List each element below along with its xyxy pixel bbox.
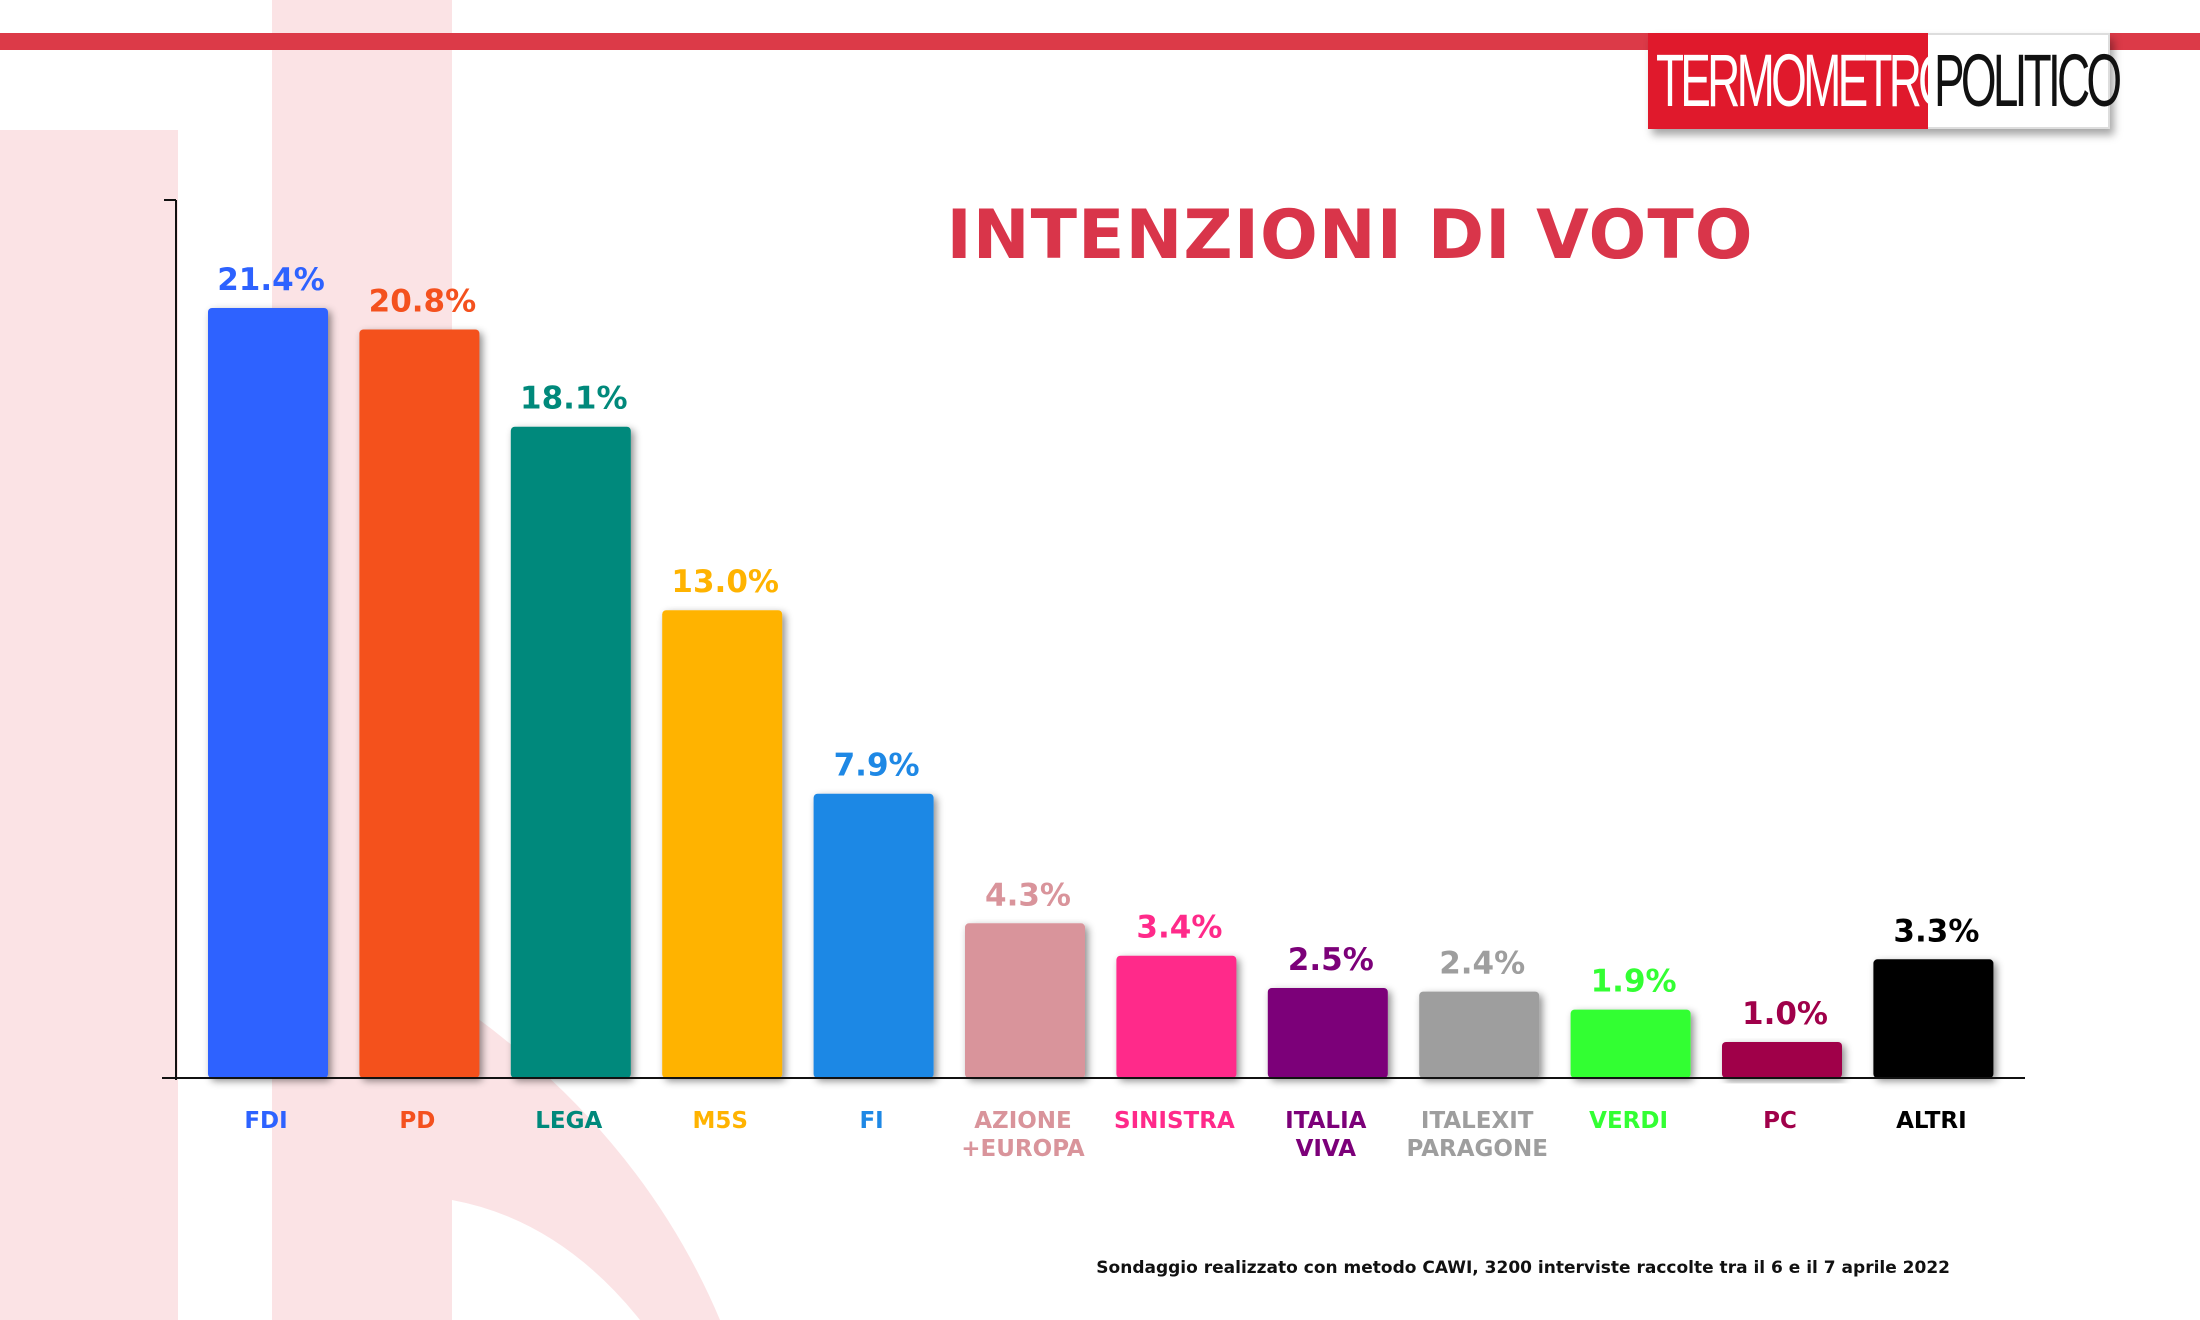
category-label: PARAGONE: [1406, 1136, 1547, 1162]
logo-part-2: POLITICO: [1928, 33, 2122, 129]
bar-fdi: [208, 308, 328, 1078]
value-label: 1.0%: [1742, 996, 1828, 1032]
category-label: PD: [399, 1108, 435, 1134]
value-label: 13.0%: [671, 564, 779, 600]
bar-azione-europa: [965, 923, 1085, 1078]
category-label: ALTRI: [1896, 1108, 1967, 1134]
value-label: 3.3%: [1893, 913, 1979, 949]
category-label: PC: [1763, 1108, 1797, 1134]
category-label: ITALEXIT: [1421, 1108, 1534, 1134]
bar-italia-viva: [1267, 988, 1388, 1078]
bar-pc: [1722, 1042, 1842, 1078]
category-label: VERDI: [1589, 1108, 1668, 1134]
bar-sinistra: [1116, 955, 1237, 1078]
value-label: 18.1%: [520, 381, 628, 417]
category-label: AZIONE: [974, 1108, 1072, 1134]
value-label: 3.4%: [1136, 910, 1222, 946]
bar-verdi: [1570, 1009, 1691, 1078]
category-label: FI: [859, 1108, 883, 1134]
termometro-politico-logo[interactable]: TERMOMETRO POLITICO: [1648, 33, 2122, 129]
bar-m5s: [662, 610, 783, 1078]
category-label: VIVA: [1296, 1136, 1357, 1162]
category-label: FDI: [244, 1108, 287, 1134]
category-label: SINISTRA: [1114, 1108, 1235, 1134]
bar-altri: [1873, 959, 1994, 1078]
chart-title: INTENZIONI DI VOTO: [946, 196, 1754, 275]
category-label: LEGA: [535, 1108, 602, 1134]
logo-part-1: TERMOMETRO: [1648, 33, 1954, 129]
category-label: M5S: [692, 1108, 747, 1134]
value-label: 20.8%: [369, 284, 477, 320]
category-label: +EUROPA: [961, 1136, 1085, 1162]
bar-italexit-paragone: [1419, 991, 1540, 1078]
survey-footnote: Sondaggio realizzato con metodo CAWI, 32…: [1096, 1258, 1950, 1278]
value-label: 4.3%: [985, 877, 1071, 913]
value-label: 2.5%: [1288, 942, 1374, 978]
value-label: 2.4%: [1439, 946, 1525, 982]
bar-lega: [510, 426, 631, 1078]
bar-fi: [813, 793, 934, 1078]
value-label: 1.9%: [1591, 964, 1677, 1000]
category-label: ITALIA: [1285, 1108, 1366, 1134]
bar-pd: [359, 329, 480, 1078]
value-label: 7.9%: [834, 748, 920, 784]
value-label: 21.4%: [217, 262, 325, 298]
